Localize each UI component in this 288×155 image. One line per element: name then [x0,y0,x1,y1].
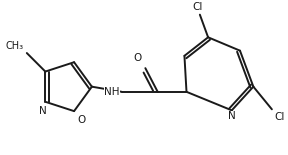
Text: O: O [133,53,141,63]
Text: Cl: Cl [274,112,284,122]
Text: NH: NH [104,87,120,97]
Text: O: O [77,115,86,125]
Text: Cl: Cl [193,2,203,12]
Text: CH₃: CH₃ [5,41,24,51]
Text: N: N [228,111,236,121]
Text: N: N [39,106,47,116]
